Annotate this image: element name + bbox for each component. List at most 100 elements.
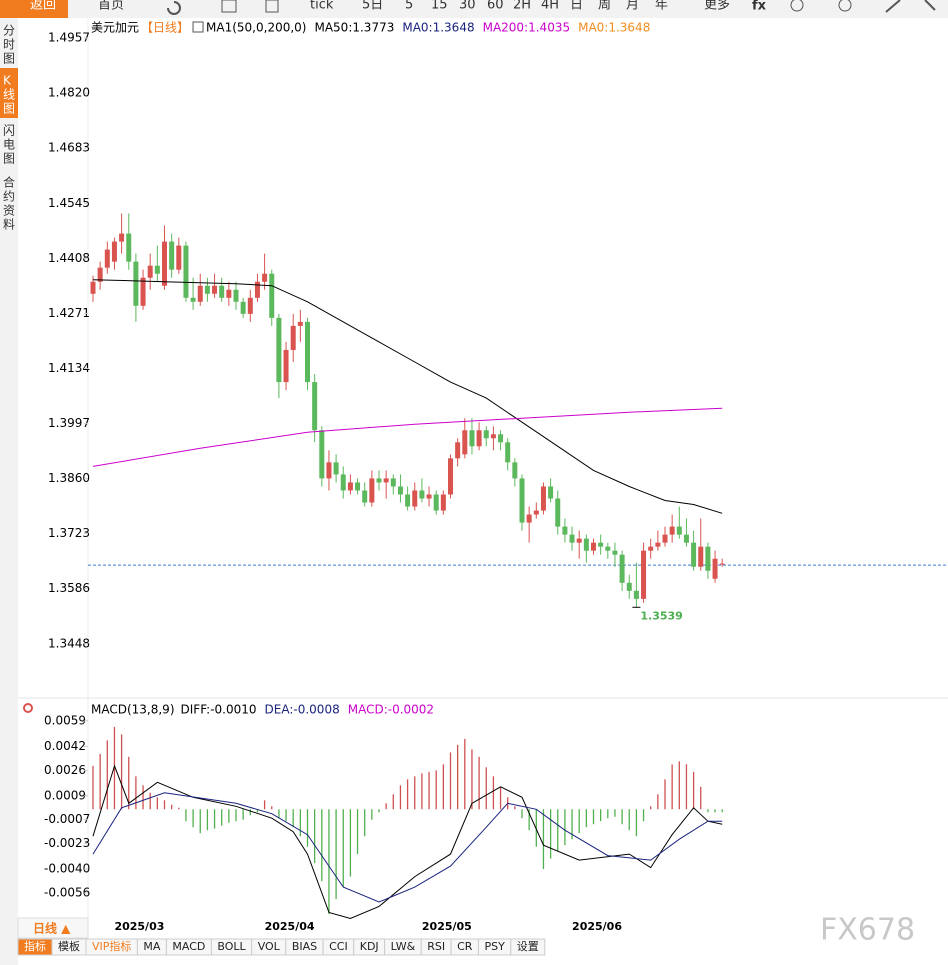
- y-tick-label: 1.4683: [48, 141, 90, 155]
- candle-body: [140, 277, 146, 306]
- candle-body: [197, 285, 203, 302]
- tab-label[interactable]: 设置: [517, 940, 539, 953]
- y-tick-label: 0.0042: [44, 739, 86, 753]
- tab-label[interactable]: 指标: [24, 939, 46, 953]
- y-tick-label: 1.3586: [48, 581, 90, 595]
- candle-body: [712, 558, 718, 579]
- draw-icon[interactable]: [885, 0, 901, 13]
- sidebar-label[interactable]: 线: [3, 88, 15, 102]
- back-button[interactable]: [0, 0, 68, 18]
- candle-body: [362, 490, 368, 503]
- x-tick-label: 2025/03: [114, 920, 164, 933]
- period-button[interactable]: 年: [655, 0, 668, 13]
- tab-label[interactable]: RSI: [427, 940, 445, 953]
- sidebar-label[interactable]: 图: [3, 152, 15, 166]
- more-label[interactable]: 更多: [704, 0, 730, 13]
- tab-label[interactable]: CCI: [329, 940, 348, 953]
- legend-entry: DIFF:-0.0010: [181, 703, 257, 717]
- candle-body: [154, 265, 160, 274]
- candle-body: [483, 430, 489, 439]
- sidebar-label[interactable]: 分: [3, 24, 15, 38]
- candle-body: [433, 494, 439, 511]
- indicator-label: MA1(50,0,200,0): [206, 21, 306, 35]
- y-tick-label: 0.0009: [44, 788, 86, 802]
- fx-icon[interactable]: fx: [752, 0, 767, 14]
- zoom-in-icon[interactable]: [838, 0, 852, 12]
- candle-body: [176, 245, 182, 270]
- candle-body: [676, 526, 682, 535]
- period-button[interactable]: 30: [459, 0, 476, 13]
- sidebar-label[interactable]: K: [3, 74, 12, 88]
- sidebar-label[interactable]: 图: [3, 102, 15, 116]
- watermark: FX678: [820, 913, 915, 948]
- tab-label[interactable]: MA: [143, 940, 160, 953]
- period-button[interactable]: 周: [598, 0, 611, 13]
- legend-entry: MA50:1.3773: [314, 21, 394, 35]
- candle-body: [505, 442, 511, 463]
- y-tick-label: 1.4957: [48, 31, 90, 45]
- sidebar-label[interactable]: 闪: [3, 124, 15, 138]
- y-tick-label: -0.0056: [44, 886, 90, 900]
- candle-body: [355, 482, 361, 491]
- candle-body: [312, 382, 318, 431]
- tab-label[interactable]: VIP指标: [92, 939, 131, 953]
- sidebar-label[interactable]: 合: [3, 175, 15, 190]
- cursor-icon[interactable]: [924, 0, 936, 11]
- tab-label[interactable]: MACD: [172, 940, 205, 953]
- candle-body: [683, 534, 689, 543]
- indicator-line: [92, 407, 723, 467]
- tab-label[interactable]: CR: [457, 940, 473, 953]
- tab-label[interactable]: 模板: [58, 939, 80, 953]
- candle-body: [226, 289, 232, 298]
- period-button[interactable]: 日: [570, 0, 583, 13]
- back-label[interactable]: 返回: [30, 0, 56, 13]
- period-button[interactable]: 15: [431, 0, 448, 13]
- period-button[interactable]: 5: [405, 0, 413, 13]
- period-button[interactable]: 5日: [362, 0, 383, 13]
- y-tick-label: -0.0023: [44, 836, 90, 850]
- candle-body: [519, 478, 525, 523]
- tab-label[interactable]: BOLL: [217, 940, 246, 953]
- y-tick-label: 0.0059: [44, 713, 86, 727]
- zoom-out-icon[interactable]: [790, 0, 804, 12]
- tab-label[interactable]: LW&: [391, 940, 416, 953]
- y-tick-label: 1.4820: [48, 86, 90, 100]
- sidebar-label[interactable]: 资: [3, 204, 15, 218]
- home-label[interactable]: 首页: [98, 0, 124, 13]
- period-button[interactable]: tick: [310, 0, 334, 13]
- sidebar-label[interactable]: 电: [3, 138, 15, 152]
- period-button[interactable]: 2H: [513, 0, 531, 13]
- period-label[interactable]: 日线 ▲: [33, 921, 71, 936]
- tab[interactable]: [510, 938, 546, 956]
- y-tick-label: 1.3723: [48, 526, 90, 540]
- period-box[interactable]: [17, 917, 89, 939]
- tab-label[interactable]: PSY: [484, 940, 505, 953]
- sidebar-label[interactable]: 料: [3, 218, 15, 232]
- candle-body: [340, 474, 346, 491]
- candle-body: [369, 478, 375, 503]
- period-button[interactable]: 4H: [541, 0, 559, 13]
- sidebar-label[interactable]: 时: [3, 38, 15, 52]
- candle-body: [641, 550, 647, 599]
- candle-body: [333, 462, 339, 475]
- sidebar-label[interactable]: 约: [3, 189, 15, 204]
- candle-body: [276, 317, 282, 383]
- candle-icon: [265, 0, 279, 13]
- toolbar: [0, 0, 948, 18]
- period-button[interactable]: 月: [626, 0, 639, 13]
- tab-label[interactable]: VOL: [258, 940, 281, 953]
- y-tick-label: 0.0026: [44, 763, 86, 777]
- period-button[interactable]: 60: [487, 0, 504, 13]
- sidebar-label[interactable]: 图: [3, 52, 15, 66]
- candle-body: [326, 462, 332, 479]
- tab-label[interactable]: KDJ: [360, 940, 379, 953]
- candle-body: [183, 245, 189, 298]
- candle-body: [440, 494, 446, 511]
- candle-body: [383, 478, 389, 483]
- tab-label[interactable]: BIAS: [292, 940, 317, 953]
- x-tick-label: 2025/04: [265, 920, 315, 933]
- y-tick-label: 1.4545: [48, 196, 90, 210]
- macd-icon[interactable]: [23, 703, 33, 713]
- sidebar: [0, 18, 18, 965]
